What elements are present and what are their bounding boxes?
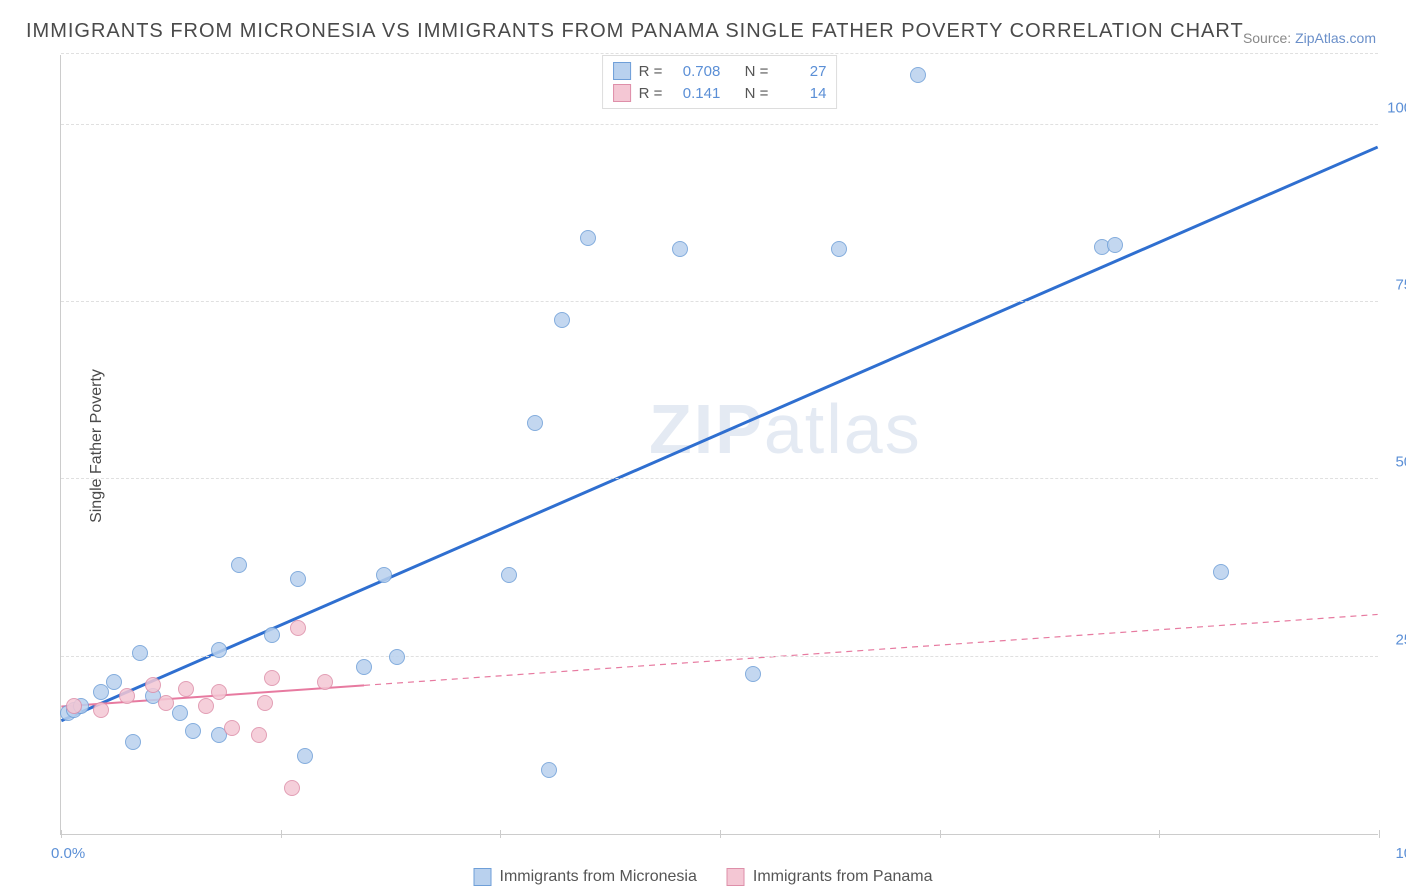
data-point-micronesia	[1213, 564, 1229, 580]
data-point-panama	[178, 681, 194, 697]
r-value-panama: 0.141	[670, 85, 720, 102]
legend-swatch-micronesia	[474, 868, 492, 886]
data-point-panama	[224, 720, 240, 736]
data-point-micronesia	[376, 567, 392, 583]
data-point-micronesia	[831, 241, 847, 257]
n-value-panama: 14	[776, 85, 826, 102]
x-axis-max-label: 10.0%	[1395, 845, 1406, 862]
y-tick-label: 100.0%	[1387, 99, 1406, 116]
legend-label-micronesia: Immigrants from Micronesia	[500, 868, 697, 886]
y-tick-label: 25.0%	[1395, 631, 1406, 648]
legend: Immigrants from Micronesia Immigrants fro…	[474, 868, 933, 886]
data-point-panama	[145, 677, 161, 693]
data-point-micronesia	[527, 415, 543, 431]
stats-box: R = 0.708 N = 27 R = 0.141 N = 14	[602, 55, 838, 109]
data-point-panama	[251, 727, 267, 743]
n-value-micronesia: 27	[776, 63, 826, 80]
data-point-panama	[66, 698, 82, 714]
data-point-micronesia	[290, 571, 306, 587]
x-tick	[1379, 830, 1380, 838]
data-point-micronesia	[672, 241, 688, 257]
stats-row-micronesia: R = 0.708 N = 27	[613, 60, 827, 82]
source-attribution: Source: ZipAtlas.com	[1243, 30, 1376, 46]
data-point-micronesia	[580, 230, 596, 246]
trendline-panama-ext	[364, 614, 1378, 685]
data-point-micronesia	[1107, 237, 1123, 253]
legend-item-panama: Immigrants from Panama	[727, 868, 933, 886]
data-point-micronesia	[172, 705, 188, 721]
trendline-micronesia	[61, 147, 1377, 721]
y-tick-label: 75.0%	[1395, 277, 1406, 294]
data-point-panama	[158, 695, 174, 711]
data-point-panama	[119, 688, 135, 704]
gridline	[61, 656, 1378, 657]
data-point-micronesia	[93, 684, 109, 700]
data-point-panama	[257, 695, 273, 711]
gridline	[61, 53, 1378, 54]
data-point-micronesia	[297, 748, 313, 764]
x-tick	[61, 830, 62, 838]
legend-label-panama: Immigrants from Panama	[753, 868, 933, 886]
x-tick	[940, 830, 941, 838]
n-label: N =	[745, 85, 769, 102]
data-point-micronesia	[356, 659, 372, 675]
data-point-panama	[198, 698, 214, 714]
plot-area: ZIPatlas R =0.708 N =27R =0.141 N =14 0.…	[60, 55, 1378, 835]
x-tick	[500, 830, 501, 838]
data-point-micronesia	[541, 762, 557, 778]
data-point-micronesia	[389, 649, 405, 665]
trend-lines	[61, 55, 1378, 834]
stats-row-panama: R = 0.141 N = 14	[613, 82, 827, 104]
data-point-micronesia	[185, 723, 201, 739]
data-point-micronesia	[106, 674, 122, 690]
data-point-panama	[93, 702, 109, 718]
data-point-micronesia	[264, 627, 280, 643]
data-point-micronesia	[211, 642, 227, 658]
r-label: R =	[639, 63, 663, 80]
x-tick	[1159, 830, 1160, 838]
data-point-micronesia	[554, 312, 570, 328]
legend-item-micronesia: Immigrants from Micronesia	[474, 868, 697, 886]
data-point-panama	[264, 670, 280, 686]
data-point-micronesia	[745, 666, 761, 682]
n-label: N =	[745, 63, 769, 80]
swatch-panama	[613, 84, 631, 102]
data-point-panama	[290, 620, 306, 636]
data-point-micronesia	[231, 557, 247, 573]
gridline	[61, 301, 1378, 302]
chart-title: IMMIGRANTS FROM MICRONESIA VS IMMIGRANTS…	[26, 20, 1244, 43]
data-point-panama	[317, 674, 333, 690]
gridline	[61, 478, 1378, 479]
data-point-micronesia	[132, 645, 148, 661]
data-point-panama	[211, 684, 227, 700]
data-point-micronesia	[910, 67, 926, 83]
data-point-micronesia	[125, 734, 141, 750]
legend-swatch-panama	[727, 868, 745, 886]
r-value-micronesia: 0.708	[670, 63, 720, 80]
data-point-panama	[284, 780, 300, 796]
source-prefix: Source:	[1243, 30, 1295, 46]
y-tick-label: 50.0%	[1395, 454, 1406, 471]
swatch-micronesia	[613, 62, 631, 80]
gridline	[61, 124, 1378, 125]
x-tick	[720, 830, 721, 838]
x-axis-min-label: 0.0%	[51, 845, 85, 862]
x-tick	[281, 830, 282, 838]
data-point-micronesia	[501, 567, 517, 583]
r-label: R =	[639, 85, 663, 102]
source-link[interactable]: ZipAtlas.com	[1295, 30, 1376, 46]
